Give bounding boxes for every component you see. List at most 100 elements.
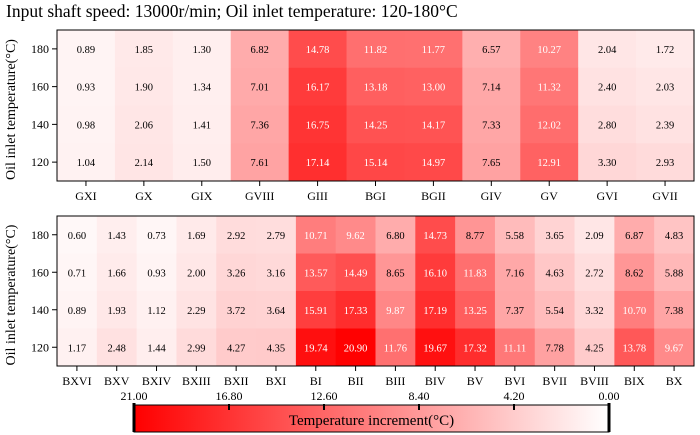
heatmap-cell [520,105,579,144]
x-tick-label: BXVI [62,374,91,388]
heatmap-cell [136,253,177,292]
cell-value-label: 2.06 [135,120,153,131]
colorbar-tick-label: 0.00 [599,389,620,403]
x-tick-label: BXII [224,374,249,388]
x-tick-label: GIX [191,189,213,203]
x-tick-label: GV [541,189,559,203]
heatmap-cell [114,143,174,182]
cell-value-label: 1.04 [77,158,96,169]
cell-value-label: 0.89 [77,45,95,56]
figure-title: Input shaft speed: 13000r/min; Oil inlet… [6,1,458,21]
x-tick-label: BI [310,374,322,388]
x-tick-label: BIII [385,374,405,388]
y-tick-label: 120 [31,155,49,169]
plot-frame [56,215,695,367]
cell-value-label: 6.82 [250,45,268,56]
cell-value-label: 8.62 [625,268,643,279]
cell-value-label: 6.87 [625,231,643,242]
heatmap-cell [520,67,579,106]
heatmap-cell [96,291,138,329]
heatmap-cell [288,67,347,106]
heatmap-cell [216,291,257,329]
heatmap-cell [614,328,655,367]
heatmap-cell [346,67,405,106]
heatmap-cell [578,105,637,144]
cell-value-label: 7.33 [482,120,500,131]
cell-value-label: 2.79 [267,231,285,242]
heatmap-cell [534,328,575,367]
cell-value-label: 9.87 [386,306,404,317]
cell-value-label: 14.97 [422,158,446,169]
cell-value-label: 13.00 [422,83,446,94]
heatmap-cell [288,143,347,182]
x-tick-label: BII [348,374,364,388]
heatmap-cell [346,105,405,144]
heatmap-cell [614,216,655,254]
cell-value-label: 7.14 [482,83,501,94]
cell-value-label: 12.02 [537,120,561,131]
cell-value-label: 17.32 [463,343,487,354]
heatmap-cell [375,328,416,367]
heatmap-cell [172,143,232,182]
cell-value-label: 2.29 [187,306,205,317]
heatmap-cell [574,291,615,329]
y-tick-label: 180 [31,228,49,242]
cell-value-label: 1.66 [108,268,126,279]
heatmap-cell [375,291,416,329]
cell-value-label: 7.61 [250,158,268,169]
heatmap-cell [574,216,615,254]
heatmap-cell [288,30,347,69]
cell-value-label: 1.93 [108,306,126,317]
heatmap-cell [114,67,174,106]
cell-value-label: 2.93 [656,158,674,169]
cell-value-label: 6.80 [386,231,404,242]
y-axis-label: Oil inlet temperature(°C) [4,224,19,365]
cell-value-label: 8.77 [466,231,484,242]
x-tick-label: GVI [596,189,617,203]
cell-value-label: 2.00 [187,268,205,279]
heatmap-cell [375,216,416,254]
x-tick-label: BV [467,374,484,388]
cell-value-label: 19.74 [304,343,328,354]
x-tick-label: GVII [652,189,677,203]
cell-value-label: 16.10 [423,268,447,279]
cell-value-label: 5.58 [506,231,524,242]
heatmap-cell [57,328,98,367]
cell-value-label: 1.90 [135,83,153,94]
cell-value-label: 11.82 [364,45,387,56]
y-tick-label: 120 [31,340,49,354]
heatmap-cell [404,30,463,69]
heatmap-cell [136,328,177,367]
heatmap-cell [335,291,376,329]
heatmap-cell [176,253,217,292]
heatmap-cell [230,105,290,144]
cell-value-label: 4.35 [267,343,285,354]
heatmap-cell [404,143,463,182]
heatmap-cell [534,253,575,292]
cell-value-label: 7.16 [506,268,524,279]
heatmap-cell [462,30,521,69]
cell-value-label: 1.44 [147,343,166,354]
heatmap-cell [256,328,297,367]
heatmap-cell [455,328,496,367]
heatmap-cell [534,291,575,329]
colorbar-tick-label: 21.00 [121,389,148,403]
cell-value-label: 1.12 [147,306,165,317]
y-axis-label: Oil inlet temperature(°C) [4,39,19,180]
cell-value-label: 0.60 [68,231,86,242]
cell-value-label: 0.73 [147,231,165,242]
heatmap-cell [176,291,217,329]
colorbar-tick-label: 4.20 [504,389,525,403]
cell-value-label: 9.62 [346,231,364,242]
cell-value-label: 0.98 [77,120,95,131]
heatmap-cell [172,30,232,69]
colorbar: 21.00 16.80 12.60 8.40 4.20 0.00 Temperature i… [121,389,620,433]
cell-value-label: 2.80 [598,120,616,131]
cell-value-label: 0.71 [68,268,86,279]
heatmap-cell [455,253,496,292]
heatmap-cell [346,30,405,69]
cell-value-label: 14.17 [422,120,446,131]
heatmap-cell [57,30,116,69]
cell-value-label: 3.32 [585,306,603,317]
cell-value-label: 2.14 [135,158,154,169]
